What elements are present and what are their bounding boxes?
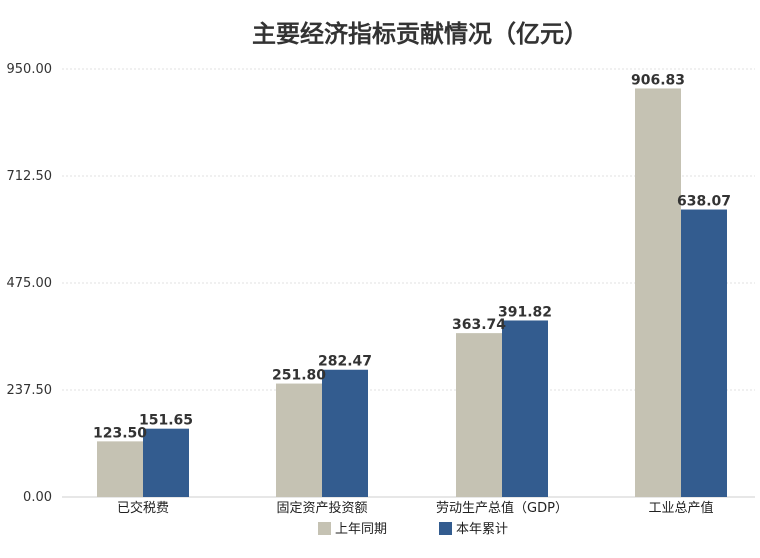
x-tick-label: 已交税费 xyxy=(117,500,169,516)
bar-last-year xyxy=(456,333,502,497)
bar-this-year xyxy=(502,320,548,497)
y-tick-label: 237.50 xyxy=(7,383,53,398)
data-label: 391.82 xyxy=(498,304,552,320)
data-label: 363.74 xyxy=(452,317,506,333)
data-label: 906.83 xyxy=(631,72,685,88)
bar-last-year xyxy=(97,441,143,497)
bar-last-year xyxy=(635,88,681,497)
chart-title: 主要经济指标贡献情况（亿元） xyxy=(252,20,588,48)
y-tick-label: 950.00 xyxy=(7,62,53,77)
bar-last-year xyxy=(276,383,322,497)
x-tick-label: 劳动生产总值（GDP） xyxy=(436,500,568,516)
bars-layer xyxy=(97,88,727,498)
data-label: 251.80 xyxy=(272,368,326,384)
bar-this-year xyxy=(681,209,727,498)
legend-swatch xyxy=(318,522,331,535)
data-label: 151.65 xyxy=(139,413,193,429)
y-tick-label: 0.00 xyxy=(23,490,52,505)
legend: 上年同期 本年累计 xyxy=(318,522,508,537)
x-tick-label: 固定资产投资额 xyxy=(276,500,367,516)
legend-label: 本年累计 xyxy=(456,522,508,537)
bar-this-year xyxy=(322,369,368,497)
y-tick-label: 712.50 xyxy=(7,169,53,184)
data-label: 282.47 xyxy=(318,354,372,370)
x-tick-label: 工业总产值 xyxy=(648,500,713,516)
data-label: 638.07 xyxy=(677,194,731,210)
legend-swatch xyxy=(439,522,452,535)
data-label: 123.50 xyxy=(93,425,147,441)
legend-label: 上年同期 xyxy=(335,522,387,537)
bar-this-year xyxy=(143,428,189,497)
y-tick-label: 475.00 xyxy=(7,276,53,291)
